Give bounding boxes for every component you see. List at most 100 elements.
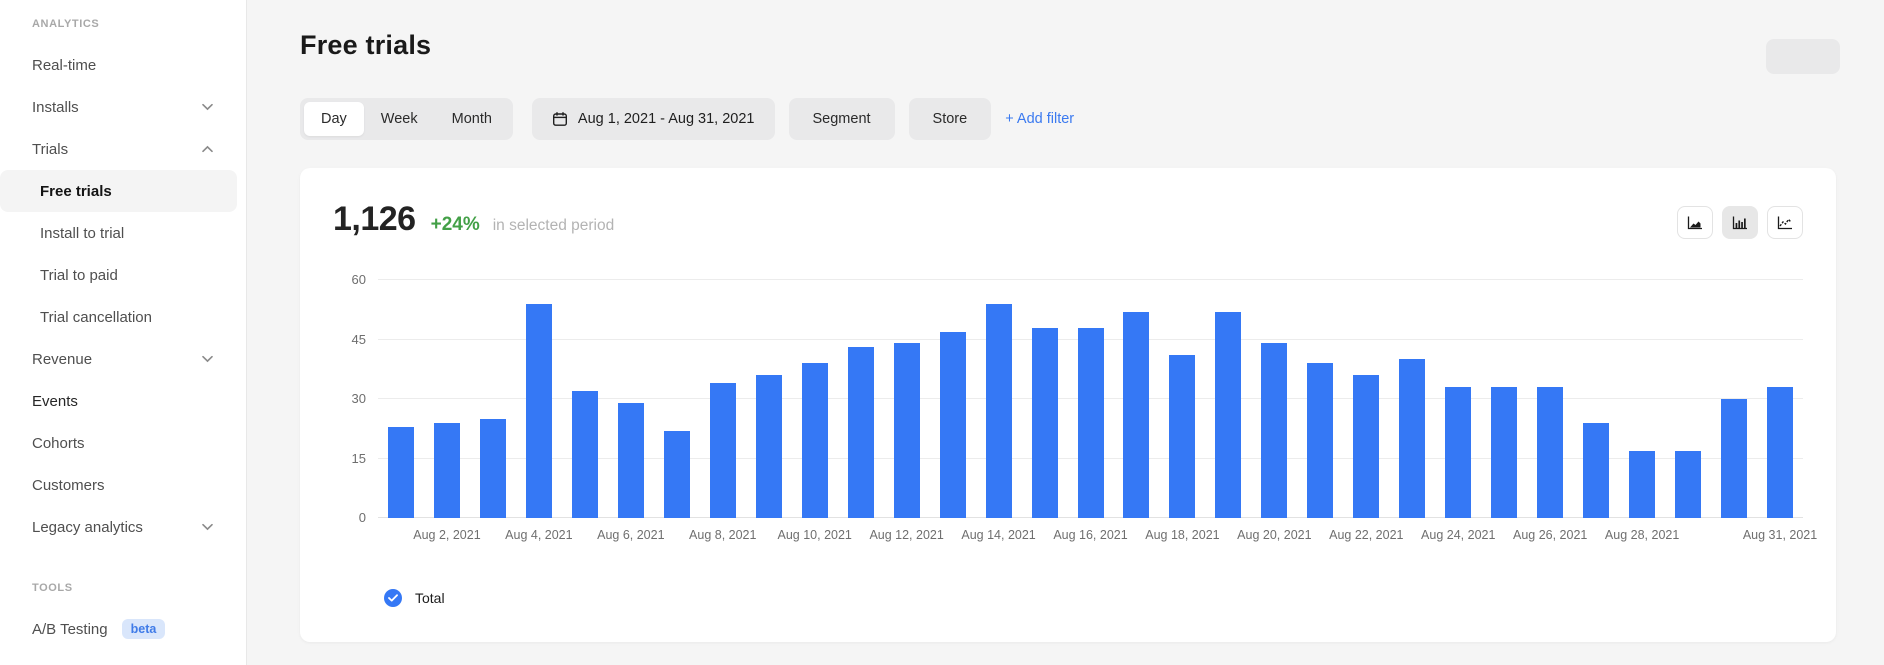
period-toggle: Day Week Month: [300, 98, 513, 140]
bar-chart-icon: [1732, 216, 1747, 229]
sidebar-item-cohorts[interactable]: Cohorts: [0, 422, 237, 464]
bar-chart-button[interactable]: [1722, 206, 1758, 239]
page-title: Free trials: [300, 30, 432, 60]
bar[interactable]: [1031, 327, 1058, 518]
gridline: [378, 279, 1803, 280]
chevron-down-icon: [202, 523, 213, 531]
bar[interactable]: [801, 363, 828, 518]
bar[interactable]: [893, 343, 920, 518]
bar[interactable]: [387, 426, 414, 518]
bar[interactable]: [571, 391, 598, 518]
sidebar-analytics-items: Real-time Installs Trials Free trials Instal…: [0, 44, 246, 548]
sidebar-item-label: Events: [32, 392, 78, 410]
x-axis-tick-label: Aug 16, 2021: [1053, 528, 1128, 542]
chart-card: 1,126 +24% in selected period: [300, 168, 1836, 642]
x-axis-tick-label: Aug 28, 2021: [1604, 528, 1680, 542]
y-axis-tick-label: 15: [351, 450, 366, 466]
sidebar-item-install-to-trial[interactable]: Install to trial: [0, 212, 237, 254]
bar[interactable]: [1399, 359, 1426, 518]
bar[interactable]: [479, 418, 506, 518]
header-action-button[interactable]: [1766, 39, 1840, 74]
bar[interactable]: [847, 347, 874, 518]
add-filter-button[interactable]: + Add filter: [1005, 111, 1075, 127]
bar[interactable]: [755, 375, 782, 518]
bar[interactable]: [1767, 387, 1794, 518]
legend: Total: [384, 589, 445, 607]
bar[interactable]: [1307, 363, 1334, 518]
date-range-button[interactable]: Aug 1, 2021 - Aug 31, 2021: [531, 98, 775, 140]
bar[interactable]: [1629, 450, 1656, 518]
sidebar-tools-items: A/B Testing beta: [0, 608, 246, 650]
period-tab-month[interactable]: Month: [435, 102, 509, 136]
legend-item-total[interactable]: Total: [384, 589, 445, 607]
bar[interactable]: [1537, 387, 1564, 518]
bar[interactable]: [1077, 327, 1104, 518]
legend-checkmark-icon: [384, 589, 402, 607]
sidebar-item-a-b-testing[interactable]: A/B Testing beta: [0, 608, 237, 650]
sidebar-item-trial-to-paid[interactable]: Trial to paid: [0, 254, 237, 296]
sidebar-item-real-time[interactable]: Real-time: [0, 44, 237, 86]
stat-total: 1,126: [333, 200, 416, 238]
sidebar-item-legacy-analytics[interactable]: Legacy analytics: [0, 506, 237, 548]
bar[interactable]: [1215, 311, 1242, 518]
chevron-down-icon: [202, 103, 213, 111]
sidebar-item-free-trials[interactable]: Free trials: [0, 170, 237, 212]
sidebar-item-label: Cohorts: [32, 434, 85, 452]
main-content: Free trials Day Week Month Aug 1, 2021 - A…: [247, 0, 1884, 665]
sidebar-item-label: Trial cancellation: [40, 308, 152, 326]
plot-area: 0 15 30 45 60 Aug 2, 2021 Aug 4, 2021 Aug 6, 20…: [352, 272, 1818, 542]
bar[interactable]: [985, 303, 1012, 518]
bar[interactable]: [1721, 399, 1748, 518]
sidebar: ANALYTICS Real-time Installs Trials Free tr…: [0, 0, 247, 665]
chevron-down-icon: [202, 355, 213, 363]
x-axis-tick-label: Aug 14, 2021: [961, 528, 1036, 542]
stat-change-badge: +24%: [430, 214, 480, 235]
bar[interactable]: [663, 430, 690, 518]
store-filter-button[interactable]: Store: [908, 98, 992, 140]
bar[interactable]: [709, 383, 736, 518]
sidebar-item-label: A/B Testing: [32, 620, 108, 638]
stat-row: 1,126 +24% in selected period: [333, 200, 614, 239]
line-chart-icon: [1777, 216, 1792, 229]
sidebar-item-label: Trial to paid: [40, 266, 118, 284]
bar[interactable]: [1675, 450, 1702, 518]
period-tab-day[interactable]: Day: [304, 102, 364, 136]
bar[interactable]: [1445, 387, 1472, 518]
period-tab-week[interactable]: Week: [364, 102, 435, 136]
sidebar-item-events[interactable]: Events: [0, 380, 237, 422]
sidebar-item-trials[interactable]: Trials: [0, 128, 237, 170]
sidebar-item-label: Real-time: [32, 56, 97, 74]
calendar-icon: [552, 111, 568, 127]
bar[interactable]: [1353, 375, 1380, 518]
y-axis-tick-label: 30: [351, 391, 366, 406]
bar[interactable]: [525, 303, 552, 518]
sidebar-item-label: Legacy analytics: [32, 518, 143, 536]
sidebar-item-label: Install to trial: [40, 224, 125, 242]
legend-label: Total: [415, 590, 445, 606]
chart-type-toolbar: [1677, 206, 1803, 239]
bar[interactable]: [1491, 387, 1518, 518]
date-range-label: Aug 1, 2021 - Aug 31, 2021: [577, 111, 755, 127]
area-chart-button[interactable]: [1677, 206, 1713, 239]
bar[interactable]: [433, 422, 460, 518]
x-axis-tick-label: Aug 8, 2021: [689, 528, 757, 542]
sidebar-item-trial-cancellation[interactable]: Trial cancellation: [0, 296, 237, 338]
bar[interactable]: [1169, 355, 1196, 518]
bar[interactable]: [939, 331, 966, 518]
sidebar-item-customers[interactable]: Customers: [0, 464, 237, 506]
x-axis-tick-label: Aug 2, 2021: [413, 528, 481, 542]
line-chart-button[interactable]: [1767, 206, 1803, 239]
bar[interactable]: [1583, 422, 1610, 518]
bar[interactable]: [1123, 311, 1150, 518]
sidebar-item-label: Free trials: [40, 182, 112, 200]
bar[interactable]: [617, 402, 644, 518]
x-axis-tick-label: Aug 31, 2021: [1742, 528, 1818, 542]
chevron-up-icon: [202, 145, 213, 153]
sidebar-item-revenue[interactable]: Revenue: [0, 338, 237, 380]
tools-section-label: TOOLS: [32, 582, 73, 594]
bar[interactable]: [1261, 343, 1288, 518]
sidebar-item-installs[interactable]: Installs: [0, 86, 237, 128]
segment-filter-button[interactable]: Segment: [788, 98, 895, 140]
sidebar-item-label: Trials: [32, 140, 69, 158]
